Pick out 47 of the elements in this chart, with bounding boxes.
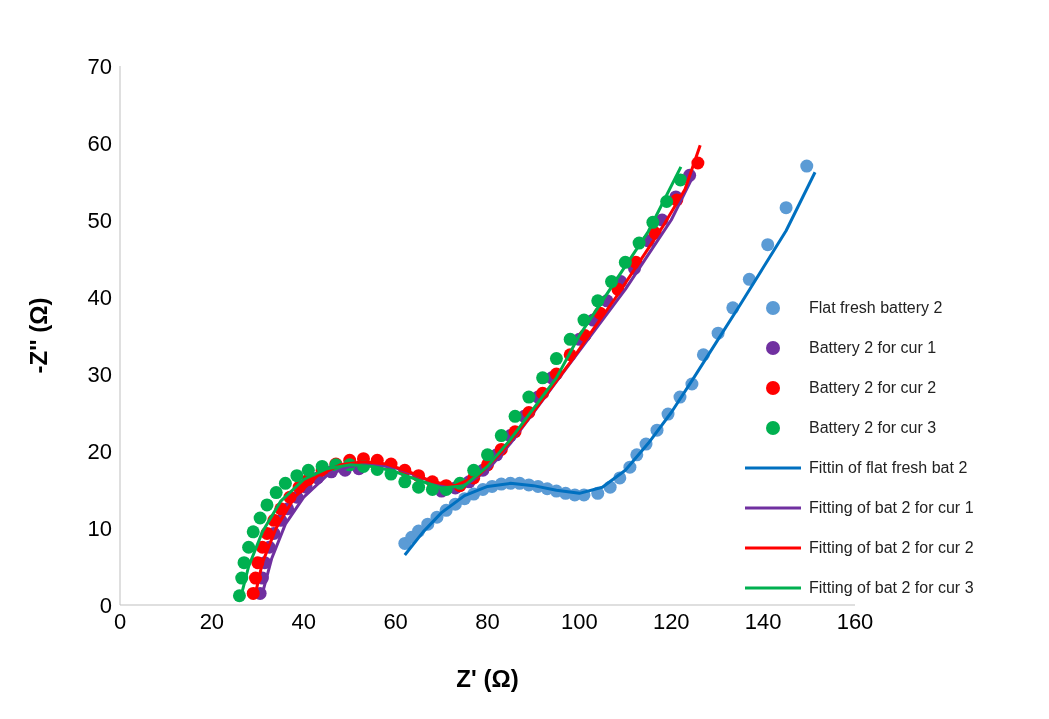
y-tick-label: 20 xyxy=(87,438,112,464)
y-tick-label: 0 xyxy=(99,592,112,618)
legend-label: Battery 2 for cur 3 xyxy=(809,418,937,438)
point xyxy=(253,511,267,525)
legend-label: Fitting of bat 2 for cur 3 xyxy=(809,578,974,598)
point xyxy=(269,486,283,500)
point xyxy=(508,409,522,423)
x-tick-label: 160 xyxy=(836,608,874,634)
y-tick-label: 40 xyxy=(87,284,112,310)
legend-label: Fitting of bat 2 for cur 2 xyxy=(809,538,974,558)
point xyxy=(536,371,550,385)
legend-label: Fittin of flat fresh bat 2 xyxy=(809,458,968,478)
legend-label: Flat fresh battery 2 xyxy=(809,298,943,318)
x-tick-label: 120 xyxy=(652,608,690,634)
x-tick-label: 80 xyxy=(475,608,500,634)
point xyxy=(278,476,292,490)
point xyxy=(549,352,563,366)
point xyxy=(481,448,494,462)
legend-label: Battery 2 for cur 1 xyxy=(809,338,937,358)
point xyxy=(246,525,260,539)
point xyxy=(242,540,256,554)
point xyxy=(290,469,304,483)
x-tick-label: 140 xyxy=(744,608,782,634)
x-tick-label: 20 xyxy=(199,608,225,634)
y-tick-label: 70 xyxy=(87,53,112,79)
x-axis-title: Z' (Ω) xyxy=(456,665,519,692)
point xyxy=(800,159,814,173)
point xyxy=(260,498,274,512)
legend-label: Fitting of bat 2 for cur 1 xyxy=(809,498,974,518)
y-tick-label: 30 xyxy=(87,361,112,387)
point xyxy=(563,332,577,346)
point xyxy=(761,238,775,252)
point xyxy=(522,390,536,404)
y-tick-label: 60 xyxy=(87,130,112,156)
point xyxy=(301,463,315,477)
point xyxy=(398,475,412,489)
legend-label: Battery 2 for cur 2 xyxy=(809,378,937,398)
point xyxy=(494,429,508,443)
y-axis-title: -Z'' (Ω) xyxy=(24,297,52,374)
x-tick-label: 100 xyxy=(561,608,598,634)
x-tick-label: 40 xyxy=(291,608,316,634)
x-tick-label: 60 xyxy=(383,608,408,634)
point xyxy=(779,201,793,215)
y-tick-label: 50 xyxy=(87,207,112,233)
point xyxy=(232,589,246,603)
y-tick-label: 10 xyxy=(87,515,112,541)
point xyxy=(412,480,426,494)
